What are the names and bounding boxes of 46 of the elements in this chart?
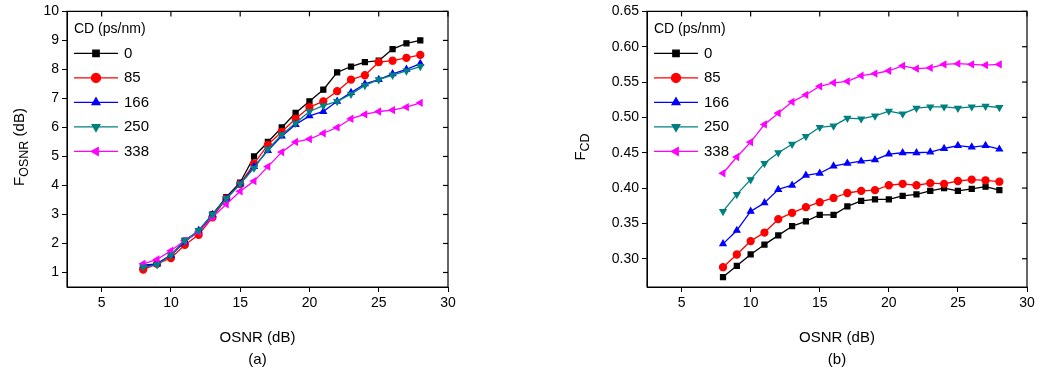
legend-label: 338	[704, 141, 730, 159]
y-tick-label: 0.55	[611, 72, 640, 89]
y-tick-label: 0.60	[611, 37, 640, 54]
x-tick-label: 20	[881, 294, 897, 311]
legend-label: 250	[704, 117, 730, 135]
y-tick-label: 3	[51, 205, 60, 222]
y-tick-label: 0.35	[611, 214, 640, 231]
y-tick-label: 0.45	[611, 143, 640, 160]
y-tick-label: 10	[43, 2, 60, 19]
y-tick-label: 9	[51, 31, 60, 48]
legend-label: 166	[124, 92, 150, 110]
x-tick-label: 5	[677, 294, 686, 311]
x-axis-title: OSNR (dB)	[799, 328, 875, 346]
legend-title: CD (ps/nm)	[74, 20, 146, 37]
y-tick-label: 0.40	[611, 178, 640, 195]
x-tick-label: 5	[97, 294, 106, 311]
y-tick-label: 7	[51, 89, 60, 106]
legend-label: 250	[124, 117, 150, 135]
y-tick-label: 6	[51, 118, 60, 135]
y-tick-label: 2	[51, 234, 60, 251]
x-tick-label: 15	[811, 294, 828, 311]
y-tick-label: 1	[51, 263, 60, 280]
legend-title: CD (ps/nm)	[654, 20, 726, 37]
y-tick-label: 5	[51, 147, 60, 164]
x-tick-label: 25	[370, 294, 387, 311]
legend-label: 85	[124, 68, 141, 86]
y-tick-label: 0.30	[611, 249, 640, 266]
x-tick-label: 30	[440, 294, 456, 311]
x-tick-label: 10	[742, 294, 759, 311]
x-axis-title: OSNR (dB)	[219, 328, 296, 346]
y-tick-label: 4	[51, 176, 60, 193]
x-tick-label: 10	[163, 294, 179, 311]
legend-label: 85	[704, 68, 721, 86]
legend-label: 166	[704, 92, 730, 110]
legend-label: 0	[124, 43, 133, 61]
legend-label: 0	[704, 43, 713, 61]
y-tick-label: 0.50	[611, 108, 640, 125]
y-tick-label: 0.65	[611, 2, 640, 19]
text: (a)	[248, 350, 267, 367]
text: (b)	[827, 350, 847, 367]
x-tick-label: 25	[950, 294, 966, 311]
legend-label: 338	[124, 141, 150, 159]
x-tick-label: 15	[232, 294, 249, 311]
x-tick-label: 30	[1019, 294, 1035, 311]
y-tick-label: 8	[51, 60, 60, 77]
x-tick-label: 20	[301, 294, 318, 311]
